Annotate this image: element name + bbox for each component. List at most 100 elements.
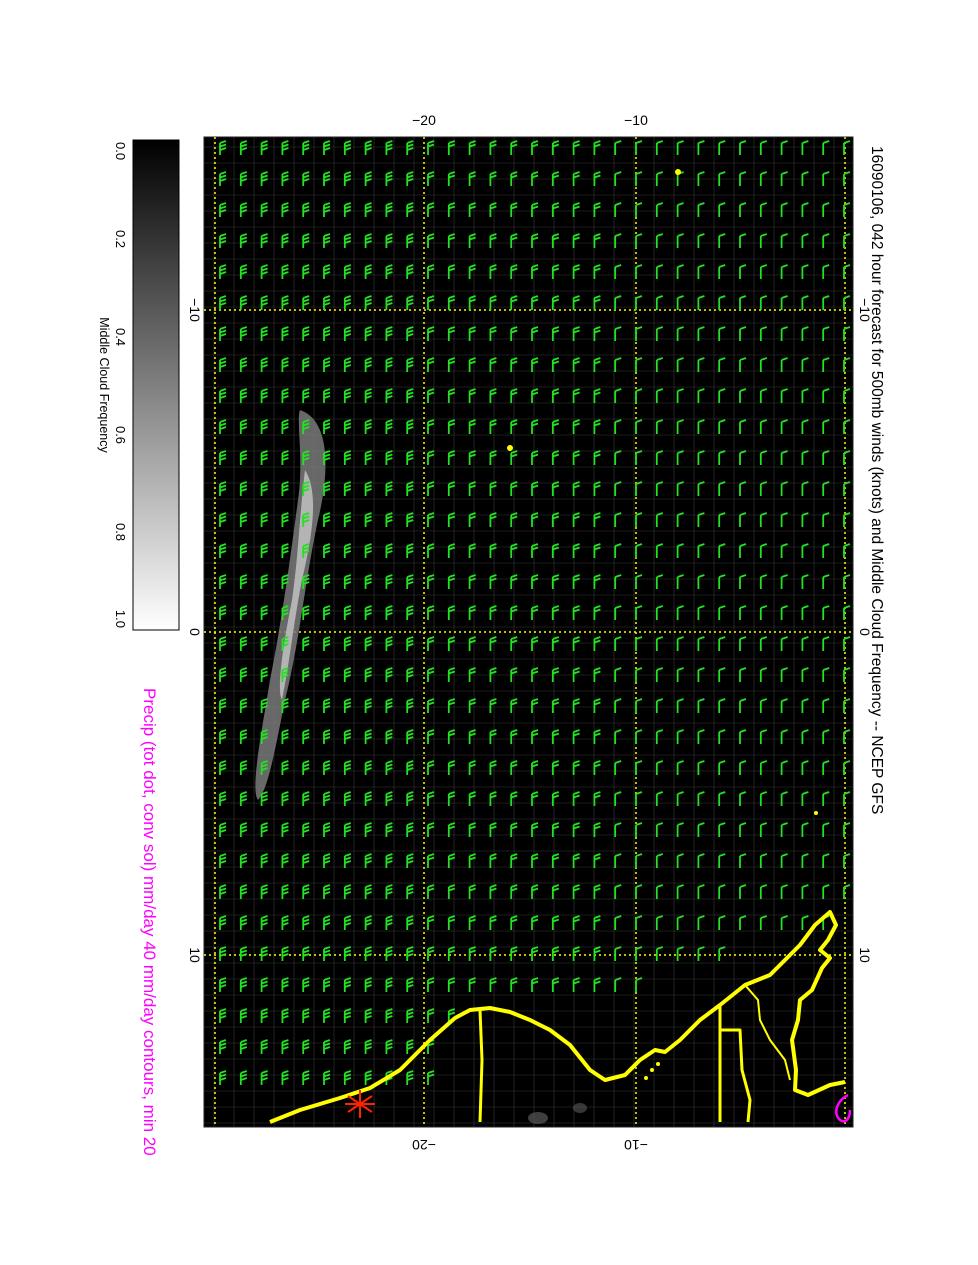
wind-barb (427, 326, 435, 341)
wind-barb (739, 450, 747, 465)
wind-barb (489, 388, 497, 403)
wind-barb (801, 698, 809, 713)
wind-barb (343, 481, 352, 496)
wind-barb (302, 1070, 310, 1085)
wind-barb (489, 946, 497, 961)
wind-barb (510, 822, 518, 837)
wind-barb (759, 512, 768, 527)
wind-barb (406, 574, 414, 589)
wind-barb (843, 760, 851, 775)
wind-barb (406, 419, 414, 434)
wind-barb (843, 357, 851, 372)
wind-barb (676, 822, 684, 837)
wind-barb (531, 791, 539, 806)
wind-barb (739, 264, 747, 279)
wind-barb (364, 357, 372, 372)
wind-barb (510, 977, 518, 992)
wind-barb (343, 233, 352, 248)
wind-barb (697, 791, 705, 806)
wind-barb (239, 574, 248, 589)
wind-barb (614, 915, 622, 930)
wind-barb (468, 574, 476, 589)
wind-barb (531, 667, 539, 682)
wind-barb (510, 171, 518, 186)
wind-barb (510, 388, 518, 403)
wind-barb (572, 202, 580, 217)
wind-barb (614, 326, 622, 341)
wind-barb (239, 419, 248, 434)
wind-barb (801, 326, 809, 341)
wind-barb (822, 202, 830, 217)
wind-barb (489, 295, 497, 310)
wind-barb (635, 698, 643, 713)
wind-barb (655, 450, 664, 465)
wind-barb (614, 946, 622, 961)
wind-barb (801, 543, 809, 558)
wind-barb (302, 884, 310, 899)
wind-barb (759, 729, 768, 744)
wind-barb (718, 729, 726, 744)
wind-barb (718, 605, 726, 620)
wind-barb (323, 357, 331, 372)
wind-barb (614, 884, 622, 899)
wind-barb (406, 977, 414, 992)
wind-barb (489, 822, 497, 837)
wind-barb (843, 791, 851, 806)
wind-barb (801, 357, 809, 372)
wind-barb (468, 326, 476, 341)
wind-barb (468, 543, 476, 558)
wind-barb (510, 636, 518, 651)
wind-barb (260, 915, 268, 930)
wind-barb (697, 419, 705, 434)
wind-barb (697, 884, 705, 899)
wind-barb (385, 760, 393, 775)
wind-barb (468, 667, 476, 682)
wind-barb (759, 388, 768, 403)
wind-barb (780, 171, 788, 186)
wind-barb (676, 326, 684, 341)
wind-barb (468, 946, 476, 961)
wind-barb (593, 295, 601, 310)
wind-barb (406, 357, 414, 372)
wind-barb (676, 450, 684, 465)
wind-barb (739, 233, 747, 248)
wind-barb (572, 853, 580, 868)
wind-barb (593, 605, 601, 620)
wind-barb (843, 698, 851, 713)
wind-barb (323, 543, 331, 558)
wind-barb (593, 884, 601, 899)
wind-barb (406, 171, 414, 186)
wind-barb (427, 760, 435, 775)
wind-barb (427, 140, 435, 155)
wind-barb (822, 605, 830, 620)
wind-barb (385, 295, 393, 310)
top-ticks: −20 −10 (412, 112, 648, 128)
wind-barb (759, 140, 768, 155)
wind-barb (759, 605, 768, 620)
wind-barb (697, 388, 705, 403)
wind-barb (489, 233, 497, 248)
wind-barb (593, 388, 601, 403)
wind-barb (822, 791, 830, 806)
wind-barb (697, 512, 705, 527)
wind-barb (489, 140, 497, 155)
wind-barb (635, 977, 643, 992)
wind-barb (385, 574, 393, 589)
wind-barb (260, 419, 268, 434)
wind-barb (385, 357, 393, 372)
wind-barb (302, 915, 310, 930)
wind-barb (718, 884, 726, 899)
wind-barb (219, 481, 227, 496)
wind-barb (551, 202, 560, 217)
wind-barb (489, 698, 497, 713)
wind-barb (427, 946, 435, 961)
wind-barb (364, 1008, 372, 1023)
wind-barb (593, 946, 601, 961)
wind-barb (323, 1070, 331, 1085)
wind-barb (801, 233, 809, 248)
wind-barb (531, 698, 539, 713)
left-tick-label: 10 (187, 947, 203, 963)
wind-barb (843, 729, 851, 744)
map-panel (203, 136, 854, 1128)
map-title: 16090106, 042 hour forecast for 500mb wi… (868, 146, 885, 814)
